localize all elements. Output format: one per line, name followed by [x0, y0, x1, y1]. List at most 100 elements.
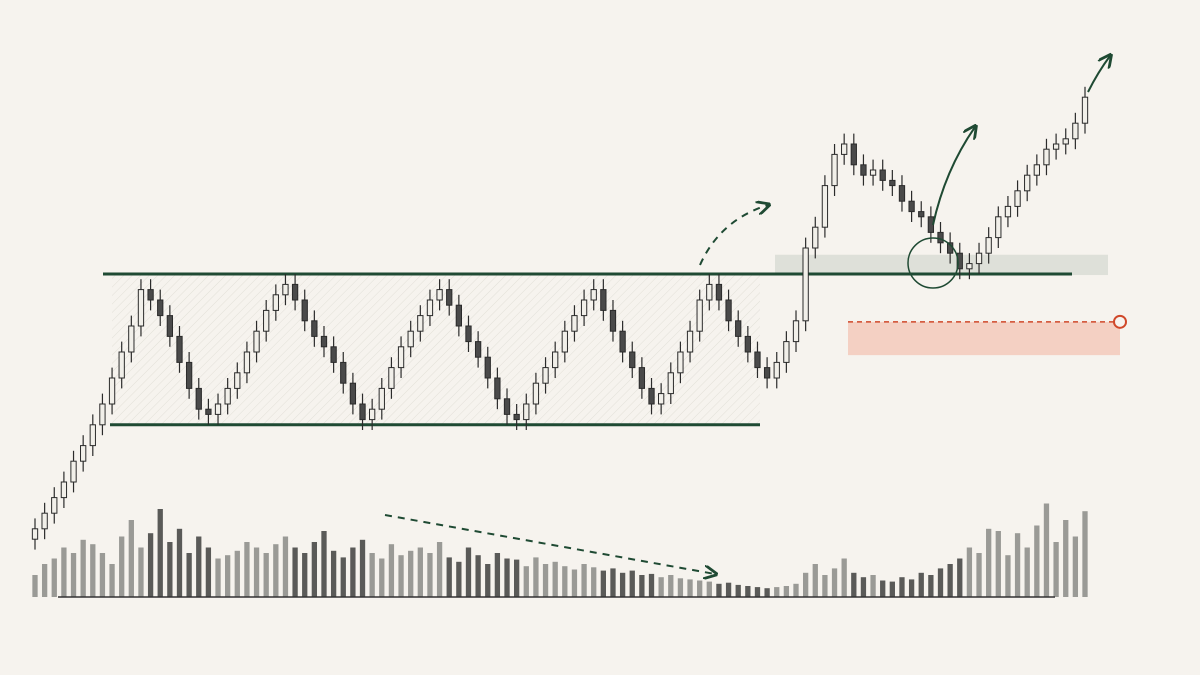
- marks-layer: [31, 86, 1089, 597]
- candle-body: [937, 231, 944, 244]
- volume-bar: [745, 586, 751, 597]
- volume-bar: [147, 533, 154, 597]
- volume-bar: [831, 568, 838, 597]
- candle-body: [397, 346, 405, 369]
- volume-bar: [138, 547, 144, 597]
- candle-body: [657, 393, 665, 405]
- candle-body: [879, 169, 886, 181]
- candle-body: [841, 143, 848, 155]
- volume-bar: [32, 575, 38, 597]
- volume-bar: [735, 584, 741, 597]
- candle-body: [224, 387, 231, 405]
- candle-body: [783, 341, 790, 363]
- candle-body: [763, 367, 771, 379]
- volume-bar: [1072, 536, 1079, 597]
- candle-body: [1062, 138, 1069, 145]
- candle-body: [99, 403, 106, 426]
- volume-bar: [697, 580, 703, 597]
- stop-marker: [1113, 314, 1127, 329]
- volume-bar: [774, 587, 780, 597]
- volume-bar: [186, 553, 192, 597]
- candle-body: [137, 289, 145, 327]
- volume-bar: [600, 570, 606, 597]
- candle-body: [291, 283, 299, 301]
- candle-body: [744, 335, 751, 353]
- background-layer: [103, 254, 1127, 427]
- volume-bar: [571, 569, 578, 597]
- candle-body: [407, 330, 414, 348]
- candle-body: [966, 263, 973, 270]
- candle-body: [195, 387, 202, 410]
- volume-bar: [889, 581, 895, 597]
- volume-bar: [687, 579, 693, 597]
- volume-bar: [292, 547, 298, 597]
- candle-body: [571, 315, 578, 332]
- candle-body: [609, 309, 617, 332]
- candle-body: [176, 335, 183, 363]
- candle-body: [378, 387, 385, 410]
- candle-body: [359, 403, 366, 421]
- candle-body: [985, 237, 992, 254]
- candle-body: [629, 351, 636, 369]
- volume-bar: [196, 536, 202, 597]
- volume-bar: [851, 572, 857, 597]
- candle-body: [552, 351, 559, 369]
- candle-body: [272, 294, 279, 311]
- candle-body: [446, 289, 453, 306]
- candle-body: [147, 289, 154, 301]
- volume-bar: [350, 547, 356, 597]
- candle-body: [523, 403, 530, 421]
- candle-body: [31, 528, 39, 540]
- volume-arrow: [384, 514, 715, 574]
- volume-bar: [639, 575, 645, 597]
- volume-bar: [658, 577, 664, 597]
- candle-body: [369, 408, 376, 421]
- candle-body: [340, 361, 347, 384]
- candle-body: [918, 211, 925, 218]
- candle-body: [320, 335, 328, 348]
- volume-bar: [128, 520, 134, 597]
- candle-body: [831, 153, 838, 187]
- volume-bar: [610, 568, 616, 597]
- volume-bar: [176, 528, 183, 597]
- volume-bar: [427, 553, 433, 597]
- volume-bar: [99, 553, 106, 597]
- candle-body: [417, 315, 424, 332]
- candle-body: [860, 164, 867, 176]
- candle-body: [263, 309, 270, 332]
- candle-body: [619, 330, 626, 353]
- candle-body: [349, 382, 357, 405]
- volume-bar: [456, 561, 462, 597]
- volume-bar: [812, 564, 818, 597]
- candle-body: [436, 289, 443, 301]
- candle-body: [975, 252, 983, 265]
- candle-body: [869, 169, 877, 176]
- candle-body: [1033, 164, 1040, 176]
- candle-body: [185, 361, 193, 389]
- candle-body: [956, 252, 963, 270]
- candle-body: [696, 299, 703, 332]
- volume-bar: [870, 575, 876, 597]
- candle-body: [542, 367, 549, 384]
- candle-body: [812, 226, 819, 249]
- volume-bar: [1034, 525, 1040, 597]
- candle-body: [735, 320, 742, 337]
- volume-bar: [494, 553, 501, 597]
- volume-bar: [552, 561, 558, 597]
- candle-body: [205, 408, 212, 415]
- volume-bar: [581, 564, 587, 597]
- candle-body: [426, 299, 434, 317]
- volume-bar: [706, 581, 712, 597]
- volume-bar: [61, 547, 67, 597]
- candle-body: [821, 185, 829, 228]
- volume-bar: [1014, 533, 1021, 597]
- volume-bar: [70, 553, 77, 597]
- volume-bar: [1043, 503, 1050, 597]
- volume-bar: [822, 575, 828, 597]
- volume-bar: [937, 568, 944, 597]
- candle-body: [725, 299, 732, 322]
- candle-body: [532, 382, 540, 405]
- candle-body: [802, 247, 809, 322]
- candle-body: [214, 403, 222, 415]
- zone: [775, 254, 1108, 276]
